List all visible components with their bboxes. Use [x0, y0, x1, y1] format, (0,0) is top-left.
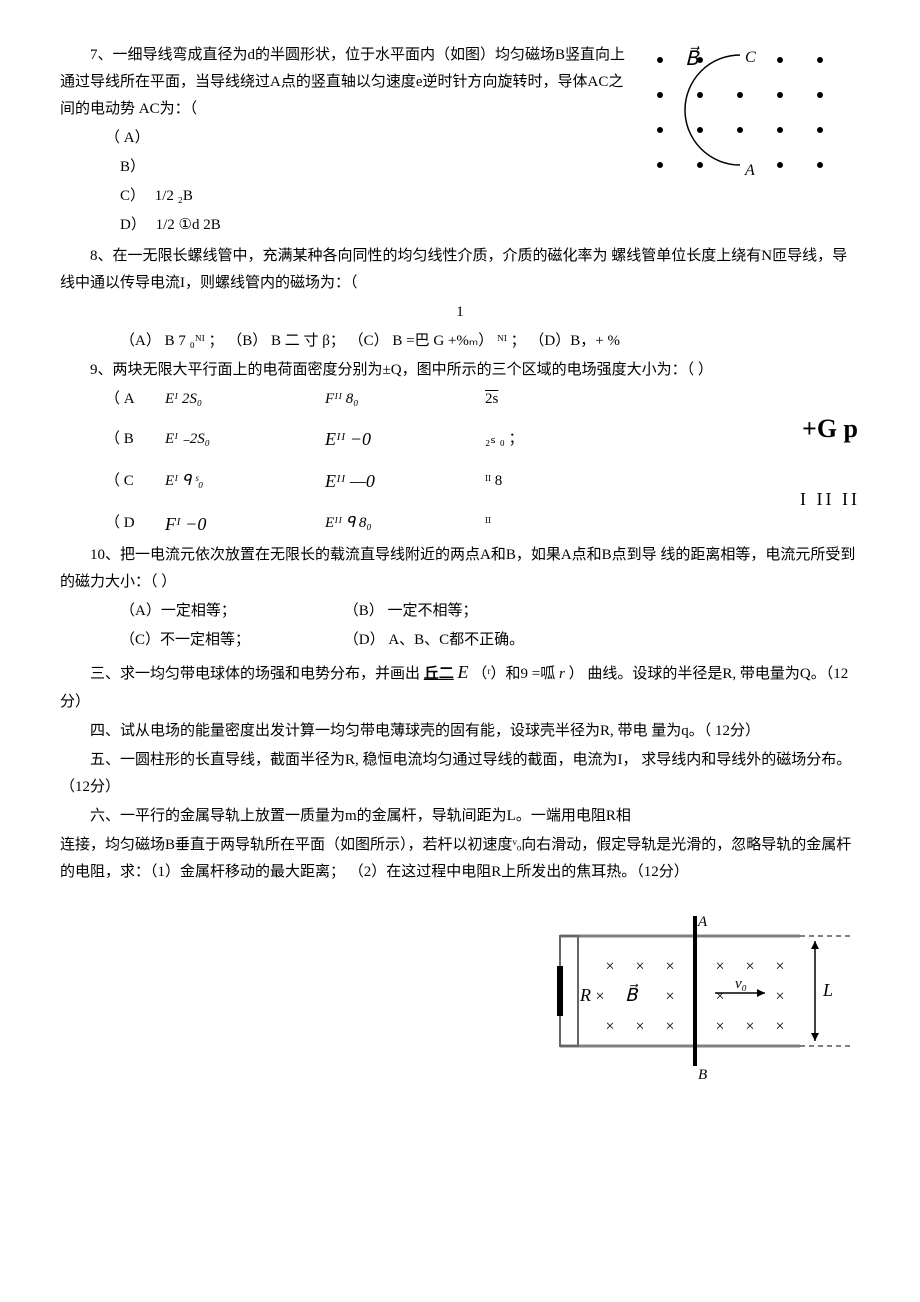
- q9-options-grid: （ A Eᴵ 2S₀ Fᴵᴵ 8₀ 2s （ B Eᴵ ₋2S₀ Eᴵᴵ −0 …: [105, 386, 780, 540]
- q7-opt-d: D） 1/2 ①d 2B: [120, 212, 630, 239]
- q7-a-label: A: [744, 162, 755, 179]
- q7-opt-c: C） 1/2 ₂B: [120, 183, 630, 210]
- q7-opt-a: （ A）: [105, 125, 630, 152]
- q7-b-label: B⃗: [685, 45, 700, 70]
- q9-right-panel: +G p I II II: [800, 386, 860, 515]
- q6-l-label: L: [822, 980, 833, 1000]
- q5big: 五、一圆柱形的长直导线，截面半径为R, 稳恒电流均匀通过导线的截面，电流为I， …: [60, 747, 860, 801]
- svg-text:×: ×: [665, 958, 674, 975]
- svg-text:×: ×: [715, 1018, 724, 1035]
- q6big-figure-wrap: ××× ××× ×× ×× ××× ××× R B⃗ v₀ L A B: [60, 896, 860, 1086]
- svg-text:×: ×: [715, 958, 724, 975]
- svg-text:×: ×: [635, 1018, 644, 1035]
- svg-text:×: ×: [605, 958, 614, 975]
- q6-b-label: B⃗: [625, 983, 639, 1004]
- q7-opt-b: B）: [120, 154, 630, 181]
- svg-text:×: ×: [715, 988, 724, 1005]
- svg-text:×: ×: [775, 958, 784, 975]
- q6-r-label: R: [579, 985, 591, 1005]
- svg-text:×: ×: [745, 958, 754, 975]
- q7-stem: 7、一细导线弯成直径为d的半圆形状，位于水平面内（如图）均匀磁场B竖直向上通过导…: [60, 42, 630, 123]
- q6-a-label: A: [697, 914, 708, 930]
- q10-stem: 10、把一电流元依次放置在无限长的载流直导线附近的两点A和B，如果A点和B点到导…: [60, 542, 860, 596]
- q10-options-row1: （A）一定相等； （B） 一定不相等；: [120, 598, 860, 625]
- svg-text:×: ×: [605, 1018, 614, 1035]
- q4big: 四、试从电场的能量密度出发计算一均匀带电薄球壳的固有能，设球壳半径为R, 带电 …: [60, 718, 860, 745]
- q8-stem: 8、在一无限长螺线管中，充满某种各向同性的均匀线性介质，介质的磁化率为 螺线管单…: [60, 243, 860, 297]
- svg-text:×: ×: [745, 1018, 754, 1035]
- q7-c-label: C: [745, 49, 756, 66]
- q6big-figure: ××× ××× ×× ×× ××× ××× R B⃗ v₀ L A B: [540, 896, 860, 1086]
- svg-text:×: ×: [775, 988, 784, 1005]
- q9-stem: 9、两块无限大平行面上的电荷面密度分别为±Q，图中所示的三个区域的电场强度大小为…: [60, 357, 860, 384]
- svg-text:×: ×: [635, 958, 644, 975]
- svg-text:×: ×: [595, 988, 604, 1005]
- svg-text:×: ×: [665, 1018, 674, 1035]
- q6-bpt-label: B: [698, 1067, 707, 1083]
- q6big-line2: 连接，均匀磁场B垂直于两导轨所在平面（如图所示），若杆以初速度ᵛₒ向右滑动，假定…: [60, 832, 860, 886]
- q3big: 三、求一均匀带电球体的场强和电势分布，并画出 丘二 E （ʳ）和9 =呱 r ）…: [60, 656, 860, 715]
- q10-options-row2: （C）不一定相等； （D） A、B、C都不正确。: [120, 627, 860, 654]
- q6-v0-label: v₀: [735, 976, 747, 992]
- q8-mid: 1: [60, 299, 860, 326]
- q6big-line1: 六、一平行的金属导轨上放置一质量为m的金属杆，导轨间距为L。一端用电阻R相: [60, 803, 860, 830]
- q7-figure: B⃗ C A: [630, 40, 860, 200]
- q8-options: （A） B 7 ₀ᴺᴵ ； （B） B 二 寸 β； （C） B =巴 G +%…: [120, 328, 860, 355]
- svg-text:×: ×: [665, 988, 674, 1005]
- svg-text:×: ×: [775, 1018, 784, 1035]
